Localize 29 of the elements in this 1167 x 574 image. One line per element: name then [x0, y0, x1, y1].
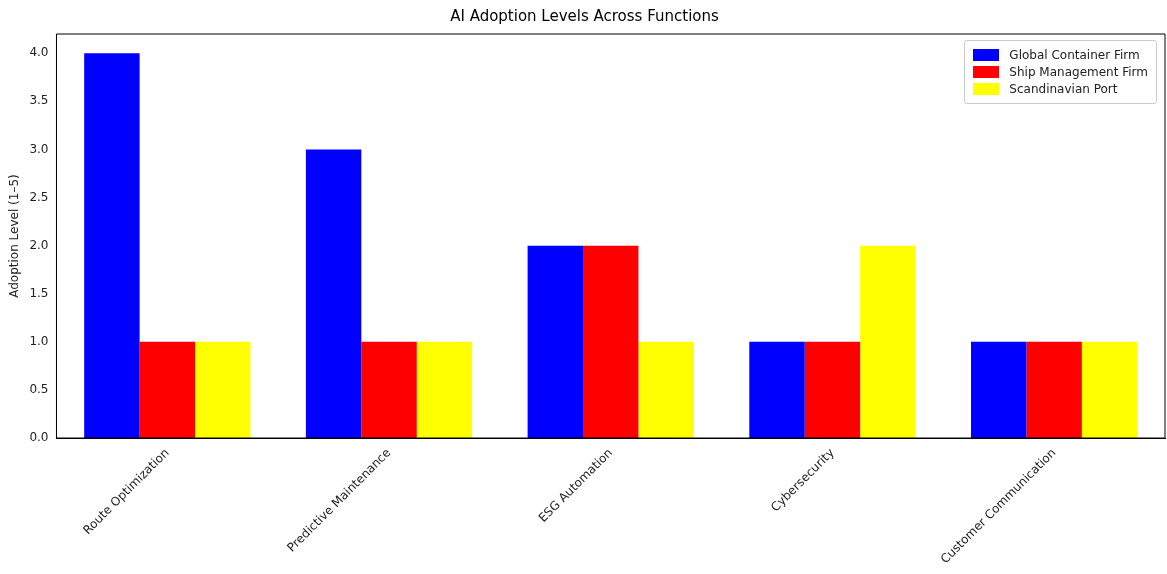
bar [1026, 341, 1082, 439]
bar [305, 149, 362, 439]
y-tick-label: 2.5 [29, 189, 49, 204]
y-tick-label: 1.0 [29, 333, 49, 348]
bar [1081, 341, 1138, 439]
bar [195, 341, 251, 439]
y-tick-label: 2.0 [29, 237, 49, 252]
bar [416, 341, 473, 439]
bar [583, 245, 639, 439]
y-axis-title: Adoption Level (1–5) [7, 174, 22, 298]
y-tick-label: 4.0 [29, 45, 49, 60]
y-tick-label: 3.5 [29, 93, 49, 108]
chart-title: AI Adoption Levels Across Functions [450, 6, 719, 25]
y-tick-label: 3.0 [29, 141, 49, 156]
bar [860, 245, 916, 439]
y-tick-label: 1.5 [29, 285, 49, 300]
bar [527, 245, 584, 439]
bar [638, 341, 694, 439]
bar [971, 341, 1027, 439]
legend-label: Ship Management Firm [1009, 65, 1148, 79]
legend-label: Global Container Firm [1009, 48, 1140, 62]
bar [749, 341, 805, 439]
bar [804, 341, 861, 439]
bar [84, 53, 140, 439]
bar [139, 341, 196, 439]
bar [361, 341, 417, 439]
y-tick-label: 0.0 [29, 430, 49, 445]
legend-label: Scandinavian Port [1009, 82, 1118, 96]
y-tick-label: 0.5 [29, 382, 49, 397]
